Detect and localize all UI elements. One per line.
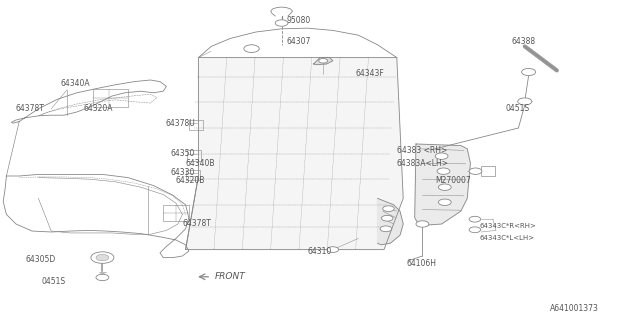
Text: 64343F: 64343F xyxy=(355,69,384,78)
Text: 64340A: 64340A xyxy=(61,79,90,88)
Circle shape xyxy=(380,226,392,232)
Text: 64383 <RH>: 64383 <RH> xyxy=(397,146,447,155)
Polygon shape xyxy=(415,144,470,226)
Text: 64378T: 64378T xyxy=(16,104,45,113)
Circle shape xyxy=(383,206,394,212)
Text: 64383A<LH>: 64383A<LH> xyxy=(397,159,449,168)
Text: 64340B: 64340B xyxy=(186,159,215,168)
Circle shape xyxy=(416,221,429,227)
Bar xyxy=(189,120,203,130)
Text: 64378T: 64378T xyxy=(182,220,211,228)
Circle shape xyxy=(327,247,339,252)
Bar xyxy=(163,205,189,221)
Circle shape xyxy=(522,68,536,76)
Circle shape xyxy=(435,153,448,159)
Text: 64320A: 64320A xyxy=(83,104,113,113)
Text: 0451S: 0451S xyxy=(506,104,530,113)
Circle shape xyxy=(244,45,259,52)
Text: A641001373: A641001373 xyxy=(550,304,599,313)
Text: 64350: 64350 xyxy=(171,149,195,158)
Text: 64320B: 64320B xyxy=(176,176,205,185)
Text: 64305D: 64305D xyxy=(26,255,56,264)
Text: 64310: 64310 xyxy=(307,247,332,256)
Circle shape xyxy=(381,215,393,221)
Text: 0451S: 0451S xyxy=(42,277,66,286)
Polygon shape xyxy=(186,58,403,250)
Circle shape xyxy=(469,216,481,222)
Circle shape xyxy=(518,98,532,105)
Polygon shape xyxy=(314,58,333,65)
Text: 64307: 64307 xyxy=(287,37,311,46)
Circle shape xyxy=(96,254,109,261)
Circle shape xyxy=(438,184,451,190)
Text: 64378U: 64378U xyxy=(166,119,195,128)
Text: 64343C*L<LH>: 64343C*L<LH> xyxy=(480,236,535,241)
Text: 64388: 64388 xyxy=(512,37,536,46)
Polygon shape xyxy=(378,198,403,245)
Circle shape xyxy=(438,199,451,205)
Text: M270007: M270007 xyxy=(435,176,471,185)
Circle shape xyxy=(275,20,288,26)
Bar xyxy=(481,166,495,176)
Text: FRONT: FRONT xyxy=(214,272,245,281)
Text: 64343C*R<RH>: 64343C*R<RH> xyxy=(480,223,537,228)
Circle shape xyxy=(437,168,450,174)
Bar xyxy=(186,170,200,180)
Text: 64330: 64330 xyxy=(171,168,195,177)
Circle shape xyxy=(469,227,481,233)
Circle shape xyxy=(319,59,328,63)
Bar xyxy=(187,150,201,161)
Text: 64106H: 64106H xyxy=(406,260,436,268)
Bar xyxy=(93,89,128,107)
Circle shape xyxy=(91,252,114,263)
Circle shape xyxy=(469,168,482,174)
Circle shape xyxy=(96,274,109,281)
Text: 95080: 95080 xyxy=(287,16,311,25)
